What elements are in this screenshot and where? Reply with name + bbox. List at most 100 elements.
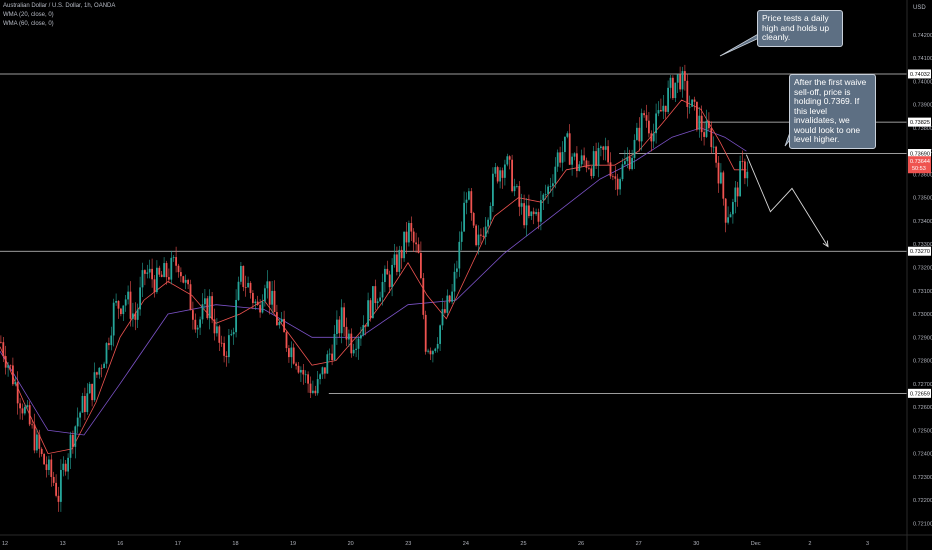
callout-holding-level[interactable]: After the first waive sell-off, price is… <box>789 74 876 149</box>
candle <box>576 146 578 178</box>
time-tick-label: 2 <box>808 541 811 547</box>
candle-body <box>542 194 545 201</box>
candle-body <box>84 396 86 413</box>
candle-body <box>602 146 605 150</box>
candle-body <box>720 172 722 184</box>
candle-body <box>434 348 437 352</box>
candle <box>122 305 125 322</box>
candle <box>48 455 50 476</box>
candle <box>468 188 470 201</box>
candle <box>237 276 240 301</box>
candle <box>290 341 293 369</box>
price-tick-label: 0.73200 <box>913 266 932 272</box>
candle <box>91 383 93 407</box>
level-price-tag-text: 0.72659 <box>910 391 930 397</box>
candle <box>36 429 38 454</box>
candle-body <box>40 448 43 454</box>
candle-body <box>616 178 619 190</box>
candle <box>297 362 300 374</box>
candle-body <box>16 382 19 404</box>
candle-body <box>28 405 31 425</box>
candle <box>86 383 89 415</box>
time-axis[interactable]: 12 13 16 17 18 19 20 23 24 25 26 27 30 Dec 2 3 <box>2 541 869 547</box>
price-axis[interactable]: 0.742000.741000.740000.739000.738000.737… <box>913 33 932 527</box>
candle <box>513 178 516 197</box>
candle <box>556 149 559 172</box>
candle <box>40 447 43 457</box>
candle-body <box>475 225 477 246</box>
candle-body <box>559 152 561 163</box>
candle <box>415 232 417 253</box>
level-price-tag: 0.72659 <box>908 388 931 398</box>
candle <box>105 342 108 369</box>
candle-body <box>484 226 487 237</box>
candle-body <box>360 335 362 339</box>
candle-body <box>19 403 21 409</box>
candle-body <box>410 223 413 232</box>
candle-body <box>741 161 744 162</box>
candle-body <box>316 379 319 394</box>
candle <box>278 317 281 329</box>
candle-body <box>660 110 662 112</box>
candle-body <box>489 206 492 220</box>
candle <box>340 299 343 344</box>
candle <box>616 173 619 196</box>
candle-body <box>636 127 638 140</box>
currency-label: USD <box>913 5 926 11</box>
candle <box>434 347 437 353</box>
candle-body <box>283 318 285 333</box>
candle <box>88 381 91 394</box>
callout-daily-high[interactable]: Price tests a daily high and holds up cl… <box>757 10 843 47</box>
candle-body <box>12 365 14 385</box>
candle-body <box>645 115 648 121</box>
callout-daily-high-text: Price tests a daily high and holds up cl… <box>762 13 830 42</box>
candle-body <box>278 322 281 326</box>
candle-body <box>331 353 333 361</box>
candle-body <box>60 469 62 502</box>
candle-body <box>487 219 489 227</box>
candle <box>583 147 585 167</box>
candle-body <box>141 270 144 288</box>
candle-body <box>326 354 329 374</box>
candle-body <box>727 217 729 223</box>
candle <box>436 337 439 353</box>
candle <box>26 399 29 410</box>
candle-body <box>343 307 345 327</box>
candle-body <box>76 417 79 427</box>
candle <box>252 290 254 310</box>
candle <box>391 258 393 297</box>
candle <box>64 459 67 476</box>
candle-body <box>549 186 552 187</box>
candle <box>568 124 571 166</box>
candle <box>609 152 612 179</box>
candle <box>312 380 314 395</box>
candle <box>254 299 257 310</box>
candle <box>633 134 636 170</box>
candle-body <box>376 301 379 304</box>
candle <box>31 420 33 429</box>
candle-body <box>350 333 353 354</box>
candle <box>220 335 223 347</box>
projection-line <box>745 154 829 247</box>
candle <box>424 310 427 355</box>
candle-body <box>504 164 506 178</box>
candle-body <box>93 372 96 401</box>
candle-body <box>624 161 626 165</box>
candle-body <box>194 319 197 330</box>
candle-body <box>696 101 698 130</box>
candle <box>643 110 645 118</box>
candle-body <box>580 155 583 165</box>
candle <box>439 324 441 351</box>
candle-body <box>535 212 537 215</box>
candle-body <box>518 185 521 207</box>
candle-body <box>568 133 571 165</box>
candle-body <box>681 71 684 90</box>
candle-body <box>261 301 264 313</box>
candle <box>729 211 732 218</box>
candle-body <box>496 167 499 182</box>
candle <box>640 108 643 151</box>
time-tick-label: 24 <box>463 541 469 547</box>
candle <box>9 364 12 372</box>
candle-body <box>408 223 410 243</box>
